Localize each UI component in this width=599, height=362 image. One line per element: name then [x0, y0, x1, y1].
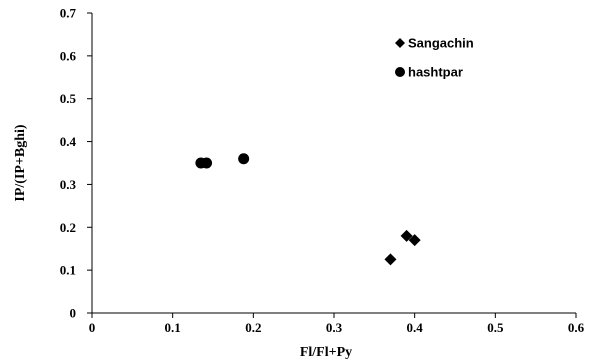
y-tick-label: 0.2 — [60, 220, 76, 235]
axes — [87, 12, 577, 318]
x-tick-label: 0.6 — [568, 320, 585, 335]
y-tick-label: 0.3 — [60, 177, 77, 192]
data-point-diamond — [400, 229, 413, 242]
x-tick-label: 0.3 — [326, 320, 343, 335]
y-tick-label: 0.6 — [60, 48, 77, 63]
data-point-diamond — [384, 253, 397, 266]
data-point-circle — [238, 153, 250, 165]
tick-labels: 0 0.1 0.2 0.3 0.4 0.5 0.6 0 0.1 0.2 0.3 0.4 0.5 0.6 0.… — [60, 6, 585, 336]
x-tick-label: 0.4 — [407, 320, 424, 335]
y-tick-label: 0.4 — [60, 134, 77, 149]
x-tick-label: 0.1 — [165, 320, 181, 335]
x-tick-label: 0.2 — [245, 320, 261, 335]
y-axis-title: IP/(IP+Bghi) — [13, 124, 28, 202]
data-point-diamond — [408, 234, 421, 247]
x-axis-title: Fl/Fl+Py — [300, 345, 352, 360]
x-tick-label: 0 — [89, 320, 96, 335]
y-tick-label: 0.1 — [60, 263, 76, 278]
legend-item-sangachin: Sangachin — [395, 36, 474, 51]
y-tick-label: 0.7 — [60, 6, 77, 21]
data-point-circle — [201, 157, 213, 169]
y-tick-label: 0 — [70, 306, 77, 321]
data-points — [195, 153, 421, 266]
legend-label-sangachin: Sangachin — [408, 36, 474, 51]
legend-item-hashtpar: hashtpar — [395, 65, 463, 80]
legend-circle-marker — [395, 67, 405, 77]
y-tick-label: 0.5 — [60, 91, 77, 106]
x-tick-label: 0.5 — [487, 320, 504, 335]
legend-diamond-marker — [395, 38, 405, 48]
legend-label-hashtpar: hashtpar — [408, 65, 463, 80]
legend: Sangachin hashtpar — [395, 36, 474, 80]
